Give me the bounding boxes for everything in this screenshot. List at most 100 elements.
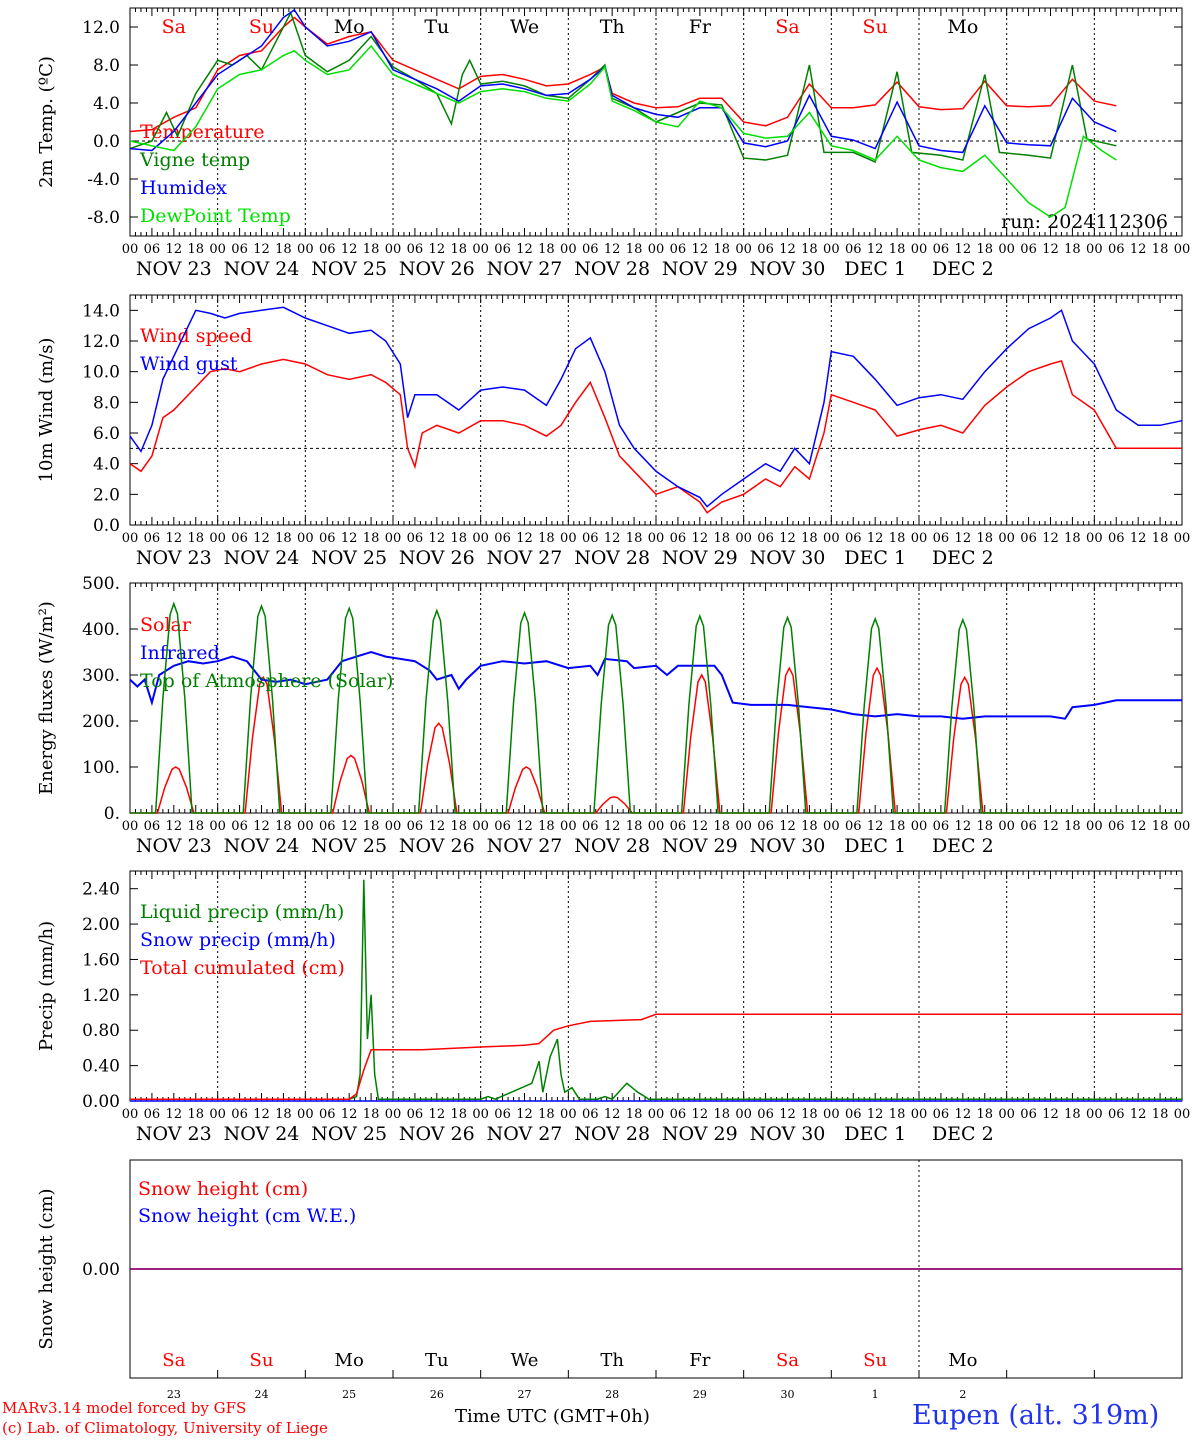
hour-tick-label: 18 [801, 531, 818, 546]
hour-tick-label: 00 [1086, 242, 1103, 257]
hour-tick-label: 06 [1020, 819, 1037, 834]
legend-snow-height-cm-w-e: Snow height (cm W.E.) [138, 1205, 356, 1227]
weekday-label: Th [600, 16, 625, 38]
hour-tick-label: 06 [319, 1107, 336, 1122]
legend-wind-speed: Wind speed [140, 325, 252, 347]
hour-tick-label: 18 [626, 1107, 643, 1122]
hour-tick-label: 00 [735, 531, 752, 546]
hour-tick-label: 00 [823, 819, 840, 834]
day-number-label: 26 [430, 1388, 444, 1401]
date-label: NOV 24 [224, 835, 300, 857]
y-tick-label: 8.0 [93, 393, 120, 413]
day-number-label: 27 [518, 1388, 532, 1401]
date-label: NOV 27 [487, 547, 563, 569]
date-label: NOV 27 [487, 1123, 563, 1145]
date-label: DEC 1 [844, 835, 906, 857]
hour-tick-label: 06 [670, 1107, 687, 1122]
hour-tick-label: 18 [713, 242, 730, 257]
hour-tick-label: 12 [166, 242, 183, 257]
hour-tick-label: 12 [341, 819, 358, 834]
weekday-label: Fr [689, 1350, 710, 1371]
hour-tick-label: 06 [144, 242, 161, 257]
y-tick-label: 0. [104, 804, 120, 824]
date-label: DEC 2 [932, 547, 994, 569]
y-axis-label: 10m Wind (m/s) [36, 338, 57, 483]
hour-tick-label: 18 [1152, 1107, 1169, 1122]
hour-tick-label: 06 [319, 819, 336, 834]
y-tick-label: 14.0 [82, 301, 120, 321]
hour-tick-label: 00 [385, 242, 402, 257]
hour-tick-label: 12 [955, 531, 972, 546]
hour-tick-label: 12 [1130, 1107, 1147, 1122]
hour-tick-label: 12 [779, 1107, 796, 1122]
day-number-label: 23 [167, 1388, 181, 1401]
date-label: NOV 30 [750, 835, 826, 857]
model-credit-line2: (c) Lab. of Climatology, University of L… [2, 1419, 328, 1437]
hour-tick-label: 06 [670, 819, 687, 834]
hour-tick-label: 00 [297, 531, 314, 546]
y-tick-label: 0.00 [82, 1260, 120, 1280]
series-line-top-of-atmosphere-solar [130, 601, 1182, 814]
day-number-label: 29 [693, 1388, 707, 1401]
hour-tick-label: 18 [976, 1107, 993, 1122]
hour-tick-label: 00 [209, 242, 226, 257]
hour-tick-label: 06 [845, 819, 862, 834]
y-axis-label: 2m Temp. (ºC) [36, 56, 57, 188]
hour-tick-label: 12 [779, 531, 796, 546]
date-label: NOV 25 [311, 835, 387, 857]
legend-top-of-atmosphere-solar: Top of Atmosphere (Solar) [140, 670, 393, 692]
hour-tick-label: 12 [692, 242, 709, 257]
date-label: DEC 1 [844, 258, 906, 280]
hour-tick-label: 06 [407, 819, 424, 834]
hour-tick-label: 12 [1130, 819, 1147, 834]
hour-tick-label: 00 [560, 1107, 577, 1122]
hour-tick-label: 06 [670, 242, 687, 257]
hour-tick-label: 18 [538, 531, 555, 546]
hour-tick-label: 12 [867, 531, 884, 546]
hour-tick-label: 00 [998, 531, 1015, 546]
hour-tick-label: 18 [363, 1107, 380, 1122]
hour-tick-label: 12 [867, 242, 884, 257]
hour-tick-label: 00 [122, 242, 139, 257]
date-label: NOV 23 [136, 258, 212, 280]
weekday-label: Mo [335, 1350, 364, 1371]
hour-tick-label: 06 [494, 531, 511, 546]
date-label: NOV 29 [662, 547, 738, 569]
day-number-label: 28 [605, 1388, 619, 1401]
legend-snow-precip-mm-h: Snow precip (mm/h) [140, 929, 336, 951]
hour-tick-label: 12 [429, 242, 446, 257]
hour-tick-label: 00 [1086, 819, 1103, 834]
hour-tick-label: 00 [911, 1107, 928, 1122]
hour-tick-label: 18 [538, 242, 555, 257]
hour-tick-label: 12 [955, 242, 972, 257]
date-label: DEC 2 [932, 1123, 994, 1145]
hour-tick-label: 18 [275, 819, 292, 834]
series-line-vigne-temp [129, 10, 1117, 163]
hour-tick-label: 18 [187, 1107, 204, 1122]
hour-tick-label: 12 [516, 819, 533, 834]
hour-tick-label: 18 [801, 819, 818, 834]
hour-tick-label: 00 [648, 531, 665, 546]
y-tick-label: 300. [82, 666, 120, 686]
date-label: NOV 30 [750, 547, 826, 569]
hour-tick-label: 18 [889, 531, 906, 546]
y-tick-label: 500. [82, 574, 120, 594]
series-line-wind-speed [129, 358, 1182, 514]
hour-tick-label: 00 [122, 819, 139, 834]
y-tick-label: 1.60 [82, 950, 120, 970]
y-tick-label: 2.40 [82, 880, 120, 900]
date-label: NOV 25 [311, 258, 387, 280]
panel-1: 00 06 12 18 00 06 12 18 00 06 12 18 00 06 12 18 00 06 12 18… [36, 7, 1190, 280]
hour-tick-label: 06 [1108, 819, 1125, 834]
hour-tick-label: 06 [1020, 242, 1037, 257]
series-line-dewpoint-temp [129, 44, 1117, 218]
hour-tick-label: 12 [516, 531, 533, 546]
hour-tick-label: 00 [998, 1107, 1015, 1122]
date-label: NOV 27 [487, 258, 563, 280]
date-label: NOV 24 [224, 258, 300, 280]
weekday-label: We [511, 1350, 539, 1371]
legend-dewpoint-temp: DewPoint Temp [140, 205, 291, 227]
day-number-label: 2 [959, 1388, 966, 1401]
legend-liquid-precip-mm-h: Liquid precip (mm/h) [140, 901, 344, 923]
